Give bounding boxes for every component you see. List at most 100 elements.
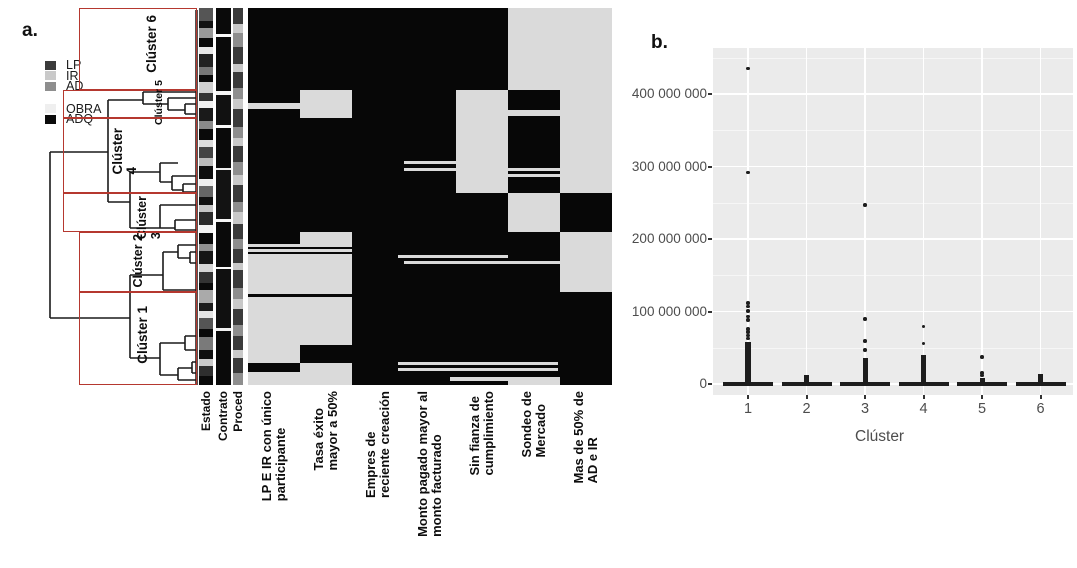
annotation-stripe (199, 157, 213, 167)
heatmap-stripe (456, 174, 560, 177)
heatmap-cell (456, 193, 508, 232)
annotation-stripe (233, 324, 243, 337)
y-tick-mark (708, 165, 712, 168)
legend-label: IR (66, 68, 79, 83)
heatmap-stripe (508, 110, 560, 116)
outlier-stem (979, 378, 985, 386)
y-tick-mark (708, 383, 712, 385)
heatmap-cell (352, 232, 404, 292)
heatmap-stripe (248, 103, 352, 109)
annotation-stripe (199, 211, 213, 225)
annotation-stripe (199, 337, 213, 351)
annotation-stripe (199, 81, 213, 93)
outlier-point (863, 203, 867, 207)
heatmap-cell (508, 8, 560, 90)
gridline-vertical (922, 48, 925, 395)
annotation-stripe (199, 196, 213, 206)
heatmap-cell (560, 232, 612, 292)
annotation-stripe (199, 8, 213, 21)
annotation-stripe (233, 336, 243, 350)
gridline-vertical (1039, 48, 1042, 395)
legend-item: LP (45, 58, 101, 73)
heatmap-stripe (404, 261, 560, 264)
annotation-stripe (199, 129, 213, 141)
legend-swatch (45, 114, 56, 124)
annotation-stripe (199, 244, 213, 251)
annotation-stripe (233, 23, 243, 34)
annotation-stripe (233, 161, 243, 176)
annotation-stripe (199, 179, 213, 186)
annotation-stripe (199, 166, 213, 180)
annotation-stripe (199, 233, 213, 245)
x-tick-label: 2 (802, 401, 811, 417)
panel-a-label: a. (22, 20, 38, 41)
gridline-minor (713, 57, 1073, 59)
cluster-box (79, 232, 197, 292)
x-axis-title: Clúster (855, 428, 905, 445)
outlier-point (746, 330, 750, 334)
gridline-major (713, 165, 1073, 168)
gridline-vertical (981, 48, 983, 395)
outlier-point (746, 333, 750, 338)
annotation-stripe (233, 202, 243, 213)
annotation-stripe (233, 350, 243, 358)
heatmap-cell (560, 90, 612, 118)
annotation-stripe (216, 222, 231, 267)
y-tick-label: 400 000 000 (631, 86, 707, 101)
heatmap-cell (560, 8, 612, 90)
annotation-stripe (199, 47, 213, 54)
outlier-point (746, 327, 750, 331)
annotation-stripe (233, 64, 243, 73)
outlier-point (980, 355, 984, 359)
heatmap-cell (300, 193, 352, 232)
annotation-bar-estado (199, 8, 213, 386)
legend-swatch (45, 71, 56, 81)
heatmap (248, 8, 612, 385)
y-tick-label: 0 (699, 376, 707, 391)
annotation-stripe (199, 289, 213, 303)
heatmap-cell (300, 292, 352, 385)
heatmap-cell (404, 193, 456, 232)
annotation-stripe (216, 95, 231, 126)
annotation-stripe (199, 317, 213, 329)
annotation-stripe (233, 145, 243, 162)
cluster-box (63, 90, 197, 118)
heatmap-stripe (300, 345, 352, 363)
heatmap-stripe (456, 108, 508, 118)
legend-label: LP (66, 58, 82, 73)
legend-label: ADQ (66, 112, 94, 127)
annotation-stripe (199, 359, 213, 366)
annotation-stripe (216, 91, 231, 96)
legend-swatch (45, 104, 56, 114)
heatmap-stripe (398, 362, 558, 365)
annotation-stripe (199, 250, 213, 264)
x-tick-label: 1 (743, 401, 753, 417)
outlier-stem (862, 357, 868, 386)
legend: LP IR AD OBRA ADQ (45, 58, 101, 127)
heatmap-cell (248, 8, 300, 90)
heatmap-stripe (248, 232, 300, 244)
heatmap-cell (248, 193, 300, 232)
annotation-stripe (199, 101, 213, 108)
x-tick-mark (922, 395, 925, 399)
gridline-minor (713, 202, 1073, 204)
annotation-stripe (233, 357, 243, 374)
annotation-stripe (233, 33, 243, 47)
heatmap-cell (508, 118, 560, 193)
annotation-stripe (199, 350, 213, 360)
gridline-minor (713, 275, 1073, 277)
legend-item: OBRA (45, 103, 101, 115)
outlier-point (746, 318, 750, 322)
heatmap-cell (560, 193, 612, 232)
annotation-stripe (233, 8, 243, 24)
annotation-stripe (199, 263, 213, 273)
annotation-stripe (233, 126, 243, 139)
annotation-stripe (233, 262, 243, 271)
outlier-point (980, 371, 984, 375)
annotation-stripe (199, 283, 213, 290)
annotation-stripe (233, 184, 243, 203)
gridline-vertical (747, 48, 749, 395)
outlier-point (921, 324, 926, 329)
heatmap-cell (352, 292, 404, 385)
